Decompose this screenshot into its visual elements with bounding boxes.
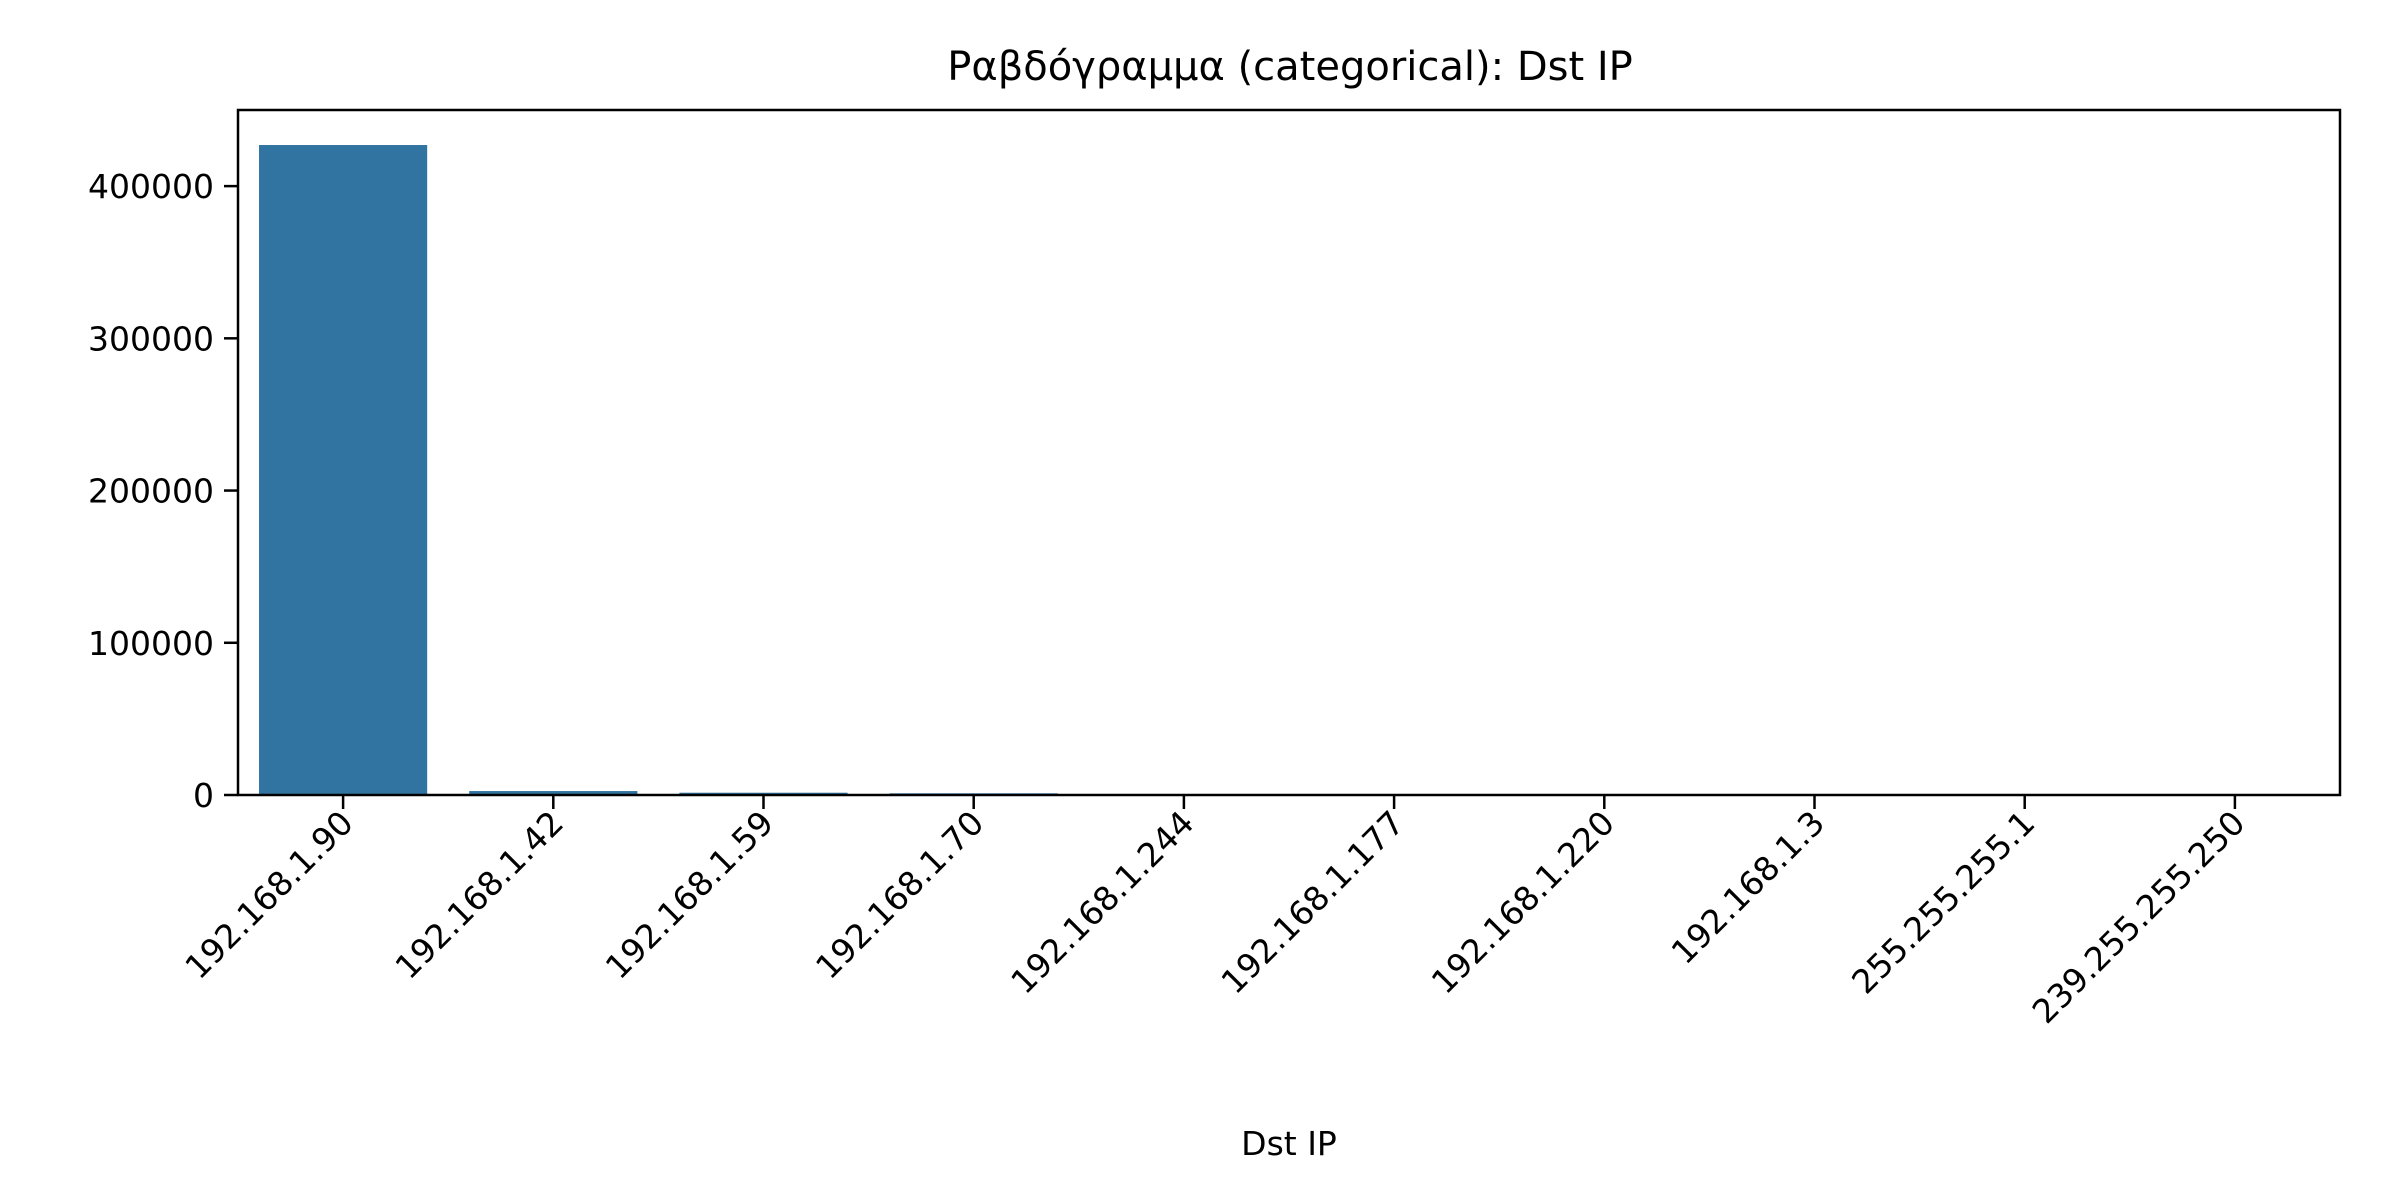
bars-group [259, 145, 2319, 796]
x-tick-label: 239.255.255.250 [2025, 803, 2253, 1031]
x-tick-label: 192.168.1.244 [1003, 803, 1201, 1001]
x-tick-label: 192.168.1.59 [598, 803, 781, 986]
x-tick-label: 192.168.1.3 [1664, 803, 1833, 972]
y-tick-label: 0 [193, 776, 214, 815]
x-tick-label: 192.168.1.177 [1213, 803, 1411, 1001]
bar [469, 791, 638, 795]
x-tick-label: 255.255.255.1 [1844, 803, 2042, 1001]
y-tick-label: 100000 [88, 624, 214, 663]
x-tick-label: 192.168.1.90 [177, 803, 360, 986]
x-tick-label: 192.168.1.220 [1424, 803, 1622, 1001]
plot-frame [236, 108, 2342, 797]
x-axis-ticks: 192.168.1.90 192.168.1.42 192.168.1.59 192.… [177, 795, 2253, 1031]
chart-title: Ραβδόγραμμα (categorical): Dst IP [947, 44, 1633, 90]
x-tick-label: 192.168.1.42 [388, 803, 571, 986]
x-tick-label: 192.168.1.70 [808, 803, 991, 986]
y-tick-label: 300000 [88, 319, 214, 358]
y-tick-label: 400000 [88, 167, 214, 206]
bar [259, 145, 428, 795]
x-axis-title: Dst IP [1241, 1124, 1337, 1163]
y-tick-label: 200000 [88, 472, 214, 511]
y-axis-ticks: 0 100000 200000 300000 400000 [88, 167, 238, 815]
